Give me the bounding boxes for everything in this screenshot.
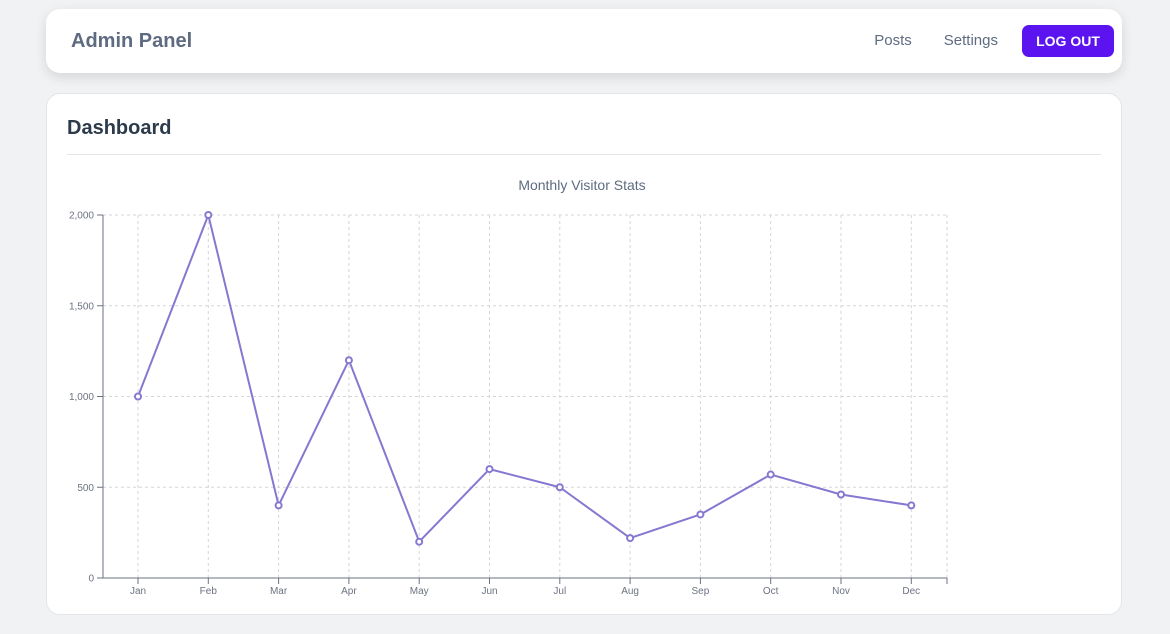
data-point-aug — [626, 534, 635, 543]
x-tick-label: Oct — [763, 586, 779, 597]
x-tick-label: Dec — [902, 586, 920, 597]
x-tick-label: Feb — [200, 586, 218, 597]
x-tick-label: Mar — [270, 586, 288, 597]
x-tick-label: Apr — [341, 586, 357, 597]
chart-title: Monthly Visitor Stats — [518, 177, 646, 193]
x-tick-label: Aug — [621, 586, 639, 597]
x-tick-label: Jan — [130, 586, 146, 597]
data-point-mar — [274, 501, 283, 510]
data-point-jul — [555, 483, 564, 492]
y-tick-label: 0 — [88, 574, 94, 585]
nav-link-settings[interactable]: Settings — [943, 32, 998, 49]
chart-points — [134, 211, 916, 546]
y-tick-label: 2,000 — [69, 211, 94, 222]
data-point-oct — [766, 470, 775, 479]
x-tick-label: Sep — [692, 586, 710, 597]
data-point-dec — [907, 501, 916, 510]
divider — [67, 154, 1101, 155]
x-tick-label: Nov — [832, 586, 850, 597]
y-tick-label: 500 — [77, 483, 94, 494]
nav-link-posts[interactable]: Posts — [874, 32, 912, 49]
app-brand[interactable]: Admin Panel — [71, 30, 193, 52]
chart-title-wrap: Monthly Visitor Stats — [47, 176, 1123, 194]
data-point-feb — [204, 211, 213, 219]
chart-grid — [103, 214, 948, 578]
x-tick-label: May — [410, 586, 429, 597]
data-point-may — [415, 537, 424, 546]
y-tick-label: 1,000 — [69, 392, 94, 403]
nav-links: Posts Settings LOG OUT — [874, 25, 1114, 57]
top-navbar: Admin Panel Posts Settings LOG OUT — [46, 9, 1122, 73]
page-title: Dashboard — [67, 117, 172, 139]
y-tick-label: 1,500 — [69, 301, 94, 312]
x-tick-label: Jun — [481, 586, 497, 597]
series-line-visitors — [137, 214, 912, 543]
data-point-jun — [485, 465, 494, 474]
x-tick-label: Jul — [553, 586, 566, 597]
data-point-jan — [134, 392, 142, 401]
data-point-sep — [696, 510, 705, 519]
data-point-apr — [344, 356, 353, 365]
chart-axes: 0 500 1,000 1,500 2,000 Jan Feb Mar Apr May Jun Jul… — [69, 211, 948, 597]
data-point-nov — [837, 490, 845, 499]
dashboard-card: Dashboard Monthly Visitor Stats 0 500 1,00… — [46, 93, 1122, 615]
logout-button[interactable]: LOG OUT — [1022, 25, 1114, 57]
chart-series — [137, 214, 912, 543]
